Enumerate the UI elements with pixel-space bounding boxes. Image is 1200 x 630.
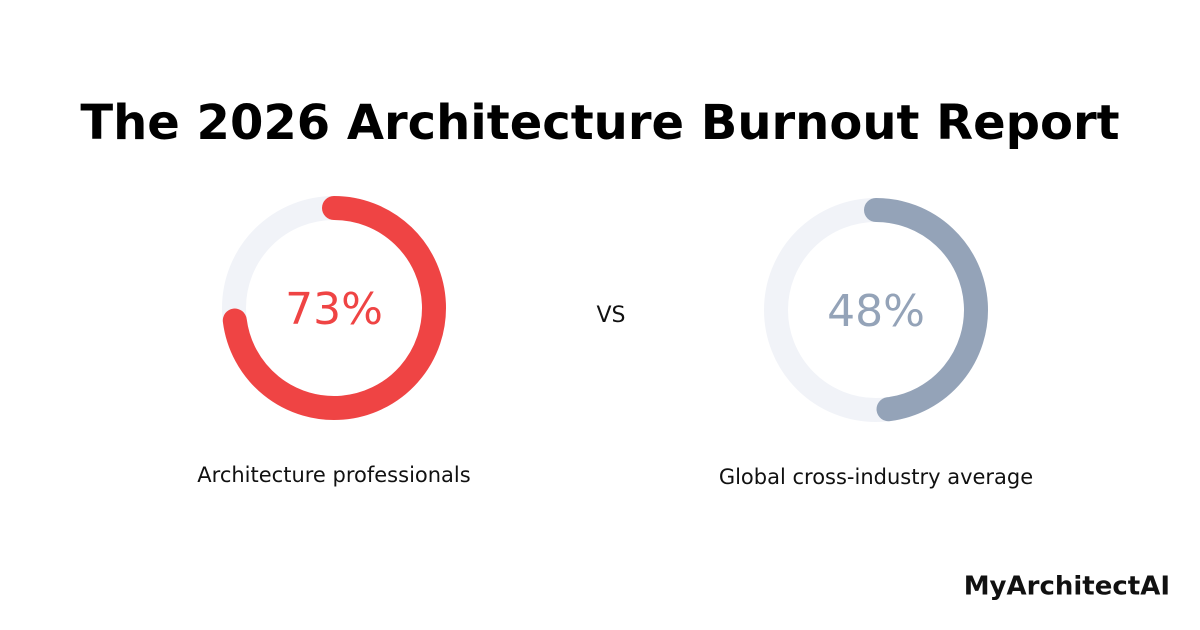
value-label: 73% [285,284,383,335]
brand: MyArchitectAI [964,572,1170,602]
category-label: Architecture professionals [197,463,470,487]
donut-arc [864,198,988,422]
donut-arc [222,196,446,420]
vs-label: VS [596,303,625,328]
value-label: 48% [827,286,925,337]
title: The 2026 Architecture Burnout Report [80,95,1119,151]
category-label: Global cross-industry average [719,465,1033,489]
